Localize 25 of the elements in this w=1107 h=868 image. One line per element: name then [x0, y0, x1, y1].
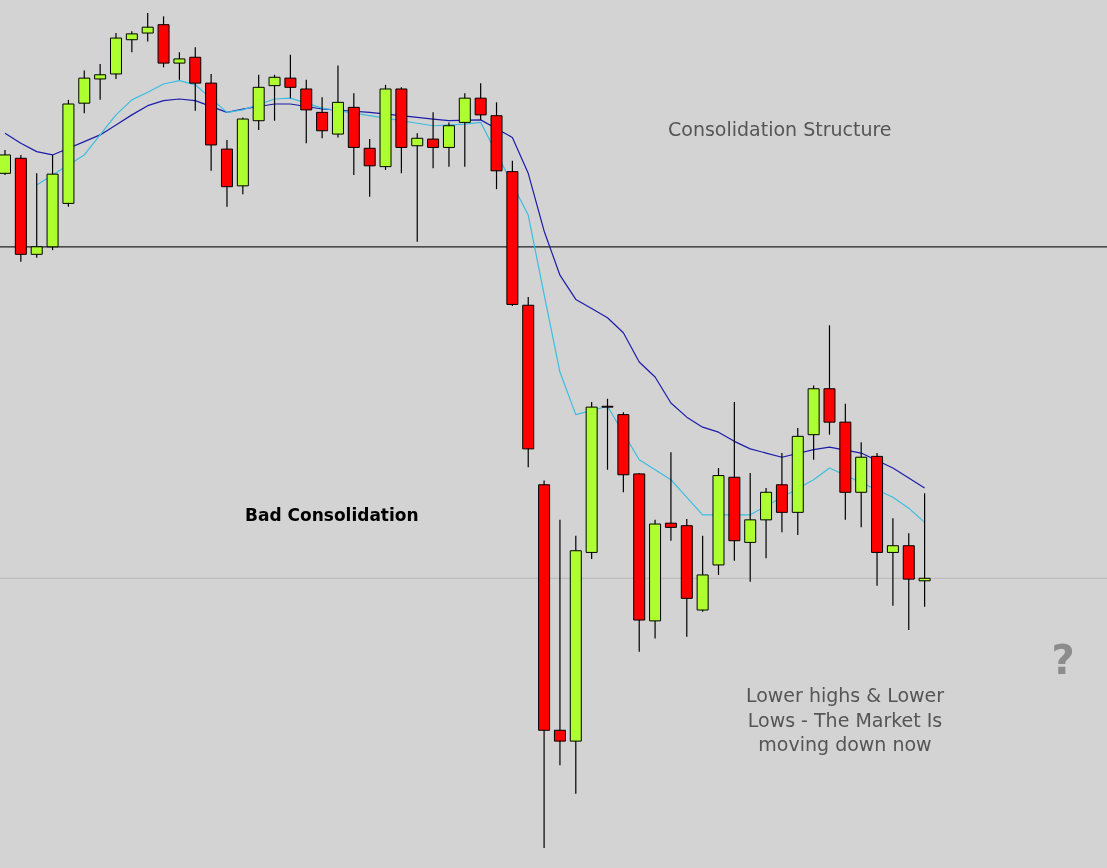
- candlestick: [94, 63, 107, 101]
- candlestick: [300, 79, 313, 144]
- candlestick: [886, 517, 899, 607]
- candlestick: [553, 519, 566, 766]
- candlestick: [427, 111, 440, 169]
- candlestick: [442, 121, 455, 168]
- candlestick: [316, 96, 329, 139]
- candlestick: [268, 74, 281, 122]
- candlestick: [141, 12, 154, 42]
- candlestick: [363, 138, 376, 198]
- candlestick: [411, 132, 424, 243]
- candlestick: [601, 398, 614, 471]
- candlestick: [918, 492, 931, 608]
- candlestick: [125, 30, 138, 53]
- candlestick: [173, 51, 186, 81]
- annotation: Lower highs & Lower Lows - The Market Is moving down now: [745, 684, 945, 756]
- candlestick: [474, 82, 487, 121]
- candlestick: [664, 451, 677, 542]
- candlestick: [30, 172, 43, 259]
- annotation: Consolidation Structure: [668, 118, 892, 140]
- annotation: Bad Consolidation: [245, 505, 419, 525]
- candlestick: [0, 149, 11, 176]
- candlestick: [284, 54, 297, 99]
- text: ?: [1051, 637, 1075, 683]
- candlestick: [744, 472, 757, 583]
